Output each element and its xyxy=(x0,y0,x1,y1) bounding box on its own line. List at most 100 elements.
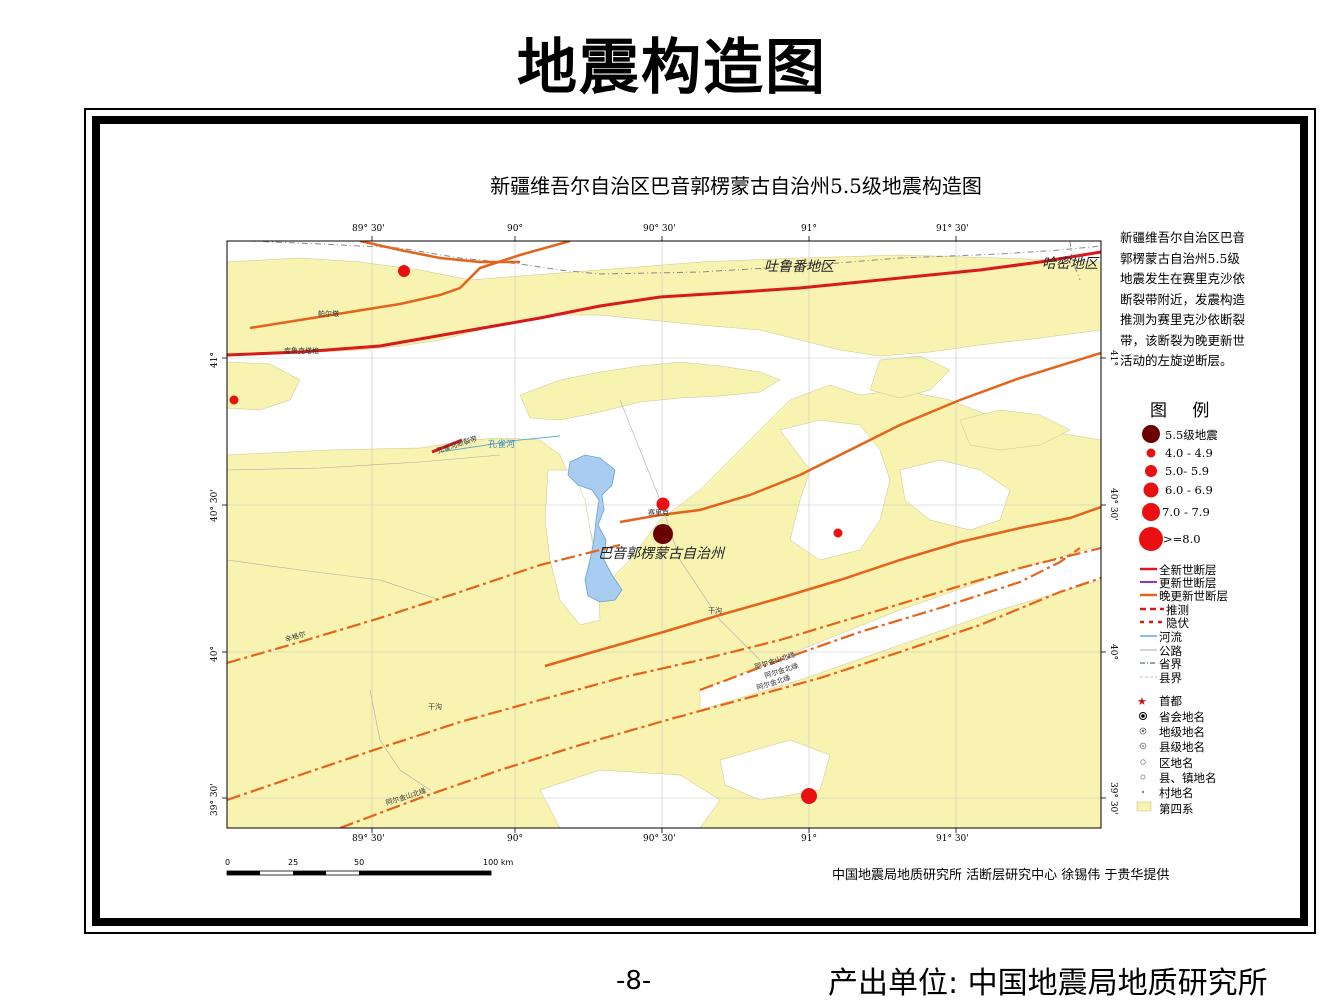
top-tick-5: 91° 30' xyxy=(936,224,969,234)
legend-quake-4: 4.0 - 4.9 xyxy=(1165,446,1213,460)
map-frame-inner xyxy=(92,116,1308,926)
fault-label-a: 帕尔墩 xyxy=(318,310,339,318)
bottom-tick-1: 89° 30' xyxy=(352,834,385,844)
legend-road: 公路 xyxy=(1159,644,1182,658)
kongque-river xyxy=(439,435,561,453)
legend-capital: 首都 xyxy=(1159,694,1182,708)
quake-7-icon xyxy=(1142,503,1160,521)
fault-label-d: 赛里克 xyxy=(648,509,669,517)
page-title: 地震构造图 xyxy=(517,33,827,103)
earthquake-note: 新疆维吾尔自治区巴音郭楞蒙古自治州5.5级地震发生在赛里克沙依断裂带附近，发震构… xyxy=(1120,230,1246,368)
scale-label-0: 0 xyxy=(225,858,231,867)
left-tick-3: 40° xyxy=(210,646,220,662)
left-tick-2: 40° 30' xyxy=(210,489,220,522)
legend-county: 县级地名 xyxy=(1159,740,1205,754)
place-bayingolin: 巴音郭楞蒙古自治州 xyxy=(598,546,724,562)
quaternary-center-patch-2 xyxy=(869,355,951,399)
page-number: -8- xyxy=(616,966,652,996)
fault-label-g: 干沟 xyxy=(428,703,442,711)
village-icon xyxy=(1141,790,1145,794)
legend-town: 县、镇地名 xyxy=(1159,771,1217,785)
quake-5-icon xyxy=(1145,465,1157,477)
scale-label-50: 50 xyxy=(354,858,365,867)
inferred-fault-4 xyxy=(699,547,1081,692)
fault-label-b: 库鲁克塔格 xyxy=(284,347,319,355)
bare-area-south-1 xyxy=(539,769,721,828)
quaternary-west-patch xyxy=(227,361,301,411)
map-frame-outer xyxy=(84,108,1316,934)
left-tick-4: 39° 30' xyxy=(210,783,220,816)
holocene-fault-west xyxy=(431,438,463,454)
bottom-tick-2: 90° xyxy=(507,834,523,844)
top-tick-2: 90° xyxy=(507,224,523,234)
place-turpan: 吐鲁番地区 xyxy=(764,259,834,275)
road-1 xyxy=(227,454,501,471)
holocene-fault-north xyxy=(227,250,1101,357)
prefecture-border-north xyxy=(249,241,1101,275)
map-credit: 中国地震局地质研究所 活断层研究中心 徐锡伟 于贵华提供 xyxy=(832,868,1170,883)
right-tick-3: 40° xyxy=(1108,644,1118,660)
capital-icon: ★ xyxy=(1137,695,1147,708)
scale-label-100: 100 km xyxy=(483,858,514,867)
top-tick-3: 90° 30' xyxy=(643,224,676,234)
quake-north-west xyxy=(398,265,410,277)
late-pleistocene-fault-nw-1 xyxy=(249,241,571,330)
producer: 产出单位: 中国地震局地质研究所 xyxy=(828,966,1268,1001)
bare-area-east-1 xyxy=(779,419,891,561)
epicenter-5-5 xyxy=(653,524,673,544)
legend-county-border: 县界 xyxy=(1159,671,1182,685)
top-tick-1: 89° 30' xyxy=(352,224,385,234)
quaternary-center-patch-1 xyxy=(519,361,781,421)
late-pleistocene-fault-center xyxy=(619,351,1101,524)
right-tick-1: 41° xyxy=(1108,350,1118,366)
quake-east xyxy=(833,528,843,538)
legend-late-pleistocene-fault: 晚更新世断层 xyxy=(1159,589,1228,603)
quake-4-icon xyxy=(1146,448,1156,458)
left-tick-1: 41° xyxy=(210,352,220,368)
quake-8-icon xyxy=(1139,527,1163,551)
map-border xyxy=(226,240,1102,829)
fault-label-f: 干沟 xyxy=(708,607,722,615)
quake-epicenter-region xyxy=(656,497,670,511)
legend-inferred-fault: 推测 xyxy=(1166,603,1189,617)
scale-label-25: 25 xyxy=(288,858,299,867)
inferred-fault-1 xyxy=(227,543,621,665)
bare-area-south-2 xyxy=(719,739,831,801)
right-tick-2: 40° 30' xyxy=(1108,488,1118,521)
map-title: 新疆维吾尔自治区巴音郭楞蒙古自治州5.5级地震构造图 xyxy=(490,174,982,198)
town-icon xyxy=(1140,774,1146,780)
legend-province-border: 省界 xyxy=(1159,657,1182,671)
bare-area-east-2 xyxy=(899,459,1011,531)
quake-6-icon xyxy=(1143,482,1159,498)
bare-area-se-band xyxy=(699,544,1101,711)
road-4 xyxy=(227,559,441,601)
quake-south xyxy=(801,788,817,804)
legend-quake-5: 5.0- 5.9 xyxy=(1165,464,1210,478)
legend-river: 河流 xyxy=(1159,630,1182,644)
bottom-tick-3: 90° 30' xyxy=(643,834,676,844)
legend-quake-6: 6.0 - 6.9 xyxy=(1165,483,1213,497)
legend-title: 图 例 xyxy=(1150,401,1220,421)
legend-village: 村地名 xyxy=(1159,786,1194,800)
epicenter-icon xyxy=(1142,425,1160,443)
quake-west-edge xyxy=(229,395,239,405)
legend-buried-fault: 隐伏 xyxy=(1166,616,1189,630)
legend-provincial-capital: 省会地名 xyxy=(1159,710,1205,724)
lake xyxy=(567,454,623,603)
top-tick-4: 91° xyxy=(801,224,817,234)
late-pleistocene-fault-south xyxy=(544,505,1101,668)
legend-epicenter: 5.5级地震 xyxy=(1165,428,1218,442)
legend-quake-7: 7.0 - 7.9 xyxy=(1162,505,1210,519)
right-tick-4: 39° 30' xyxy=(1108,782,1118,815)
district-icon xyxy=(1140,759,1146,765)
legend-holocene-fault: 全新世断层 xyxy=(1159,563,1217,577)
legend-quake-8: >=8.0 xyxy=(1163,532,1201,546)
place-hami: 哈密地区 xyxy=(1042,256,1098,272)
legend-icons: ★ xyxy=(1136,425,1164,812)
scale-bar xyxy=(226,870,492,876)
bottom-tick-4: 91° xyxy=(801,834,817,844)
legend-pleistocene-fault: 更新世断层 xyxy=(1159,576,1217,590)
legend-prefecture: 地级地名 xyxy=(1159,725,1205,739)
road-2 xyxy=(369,689,431,791)
